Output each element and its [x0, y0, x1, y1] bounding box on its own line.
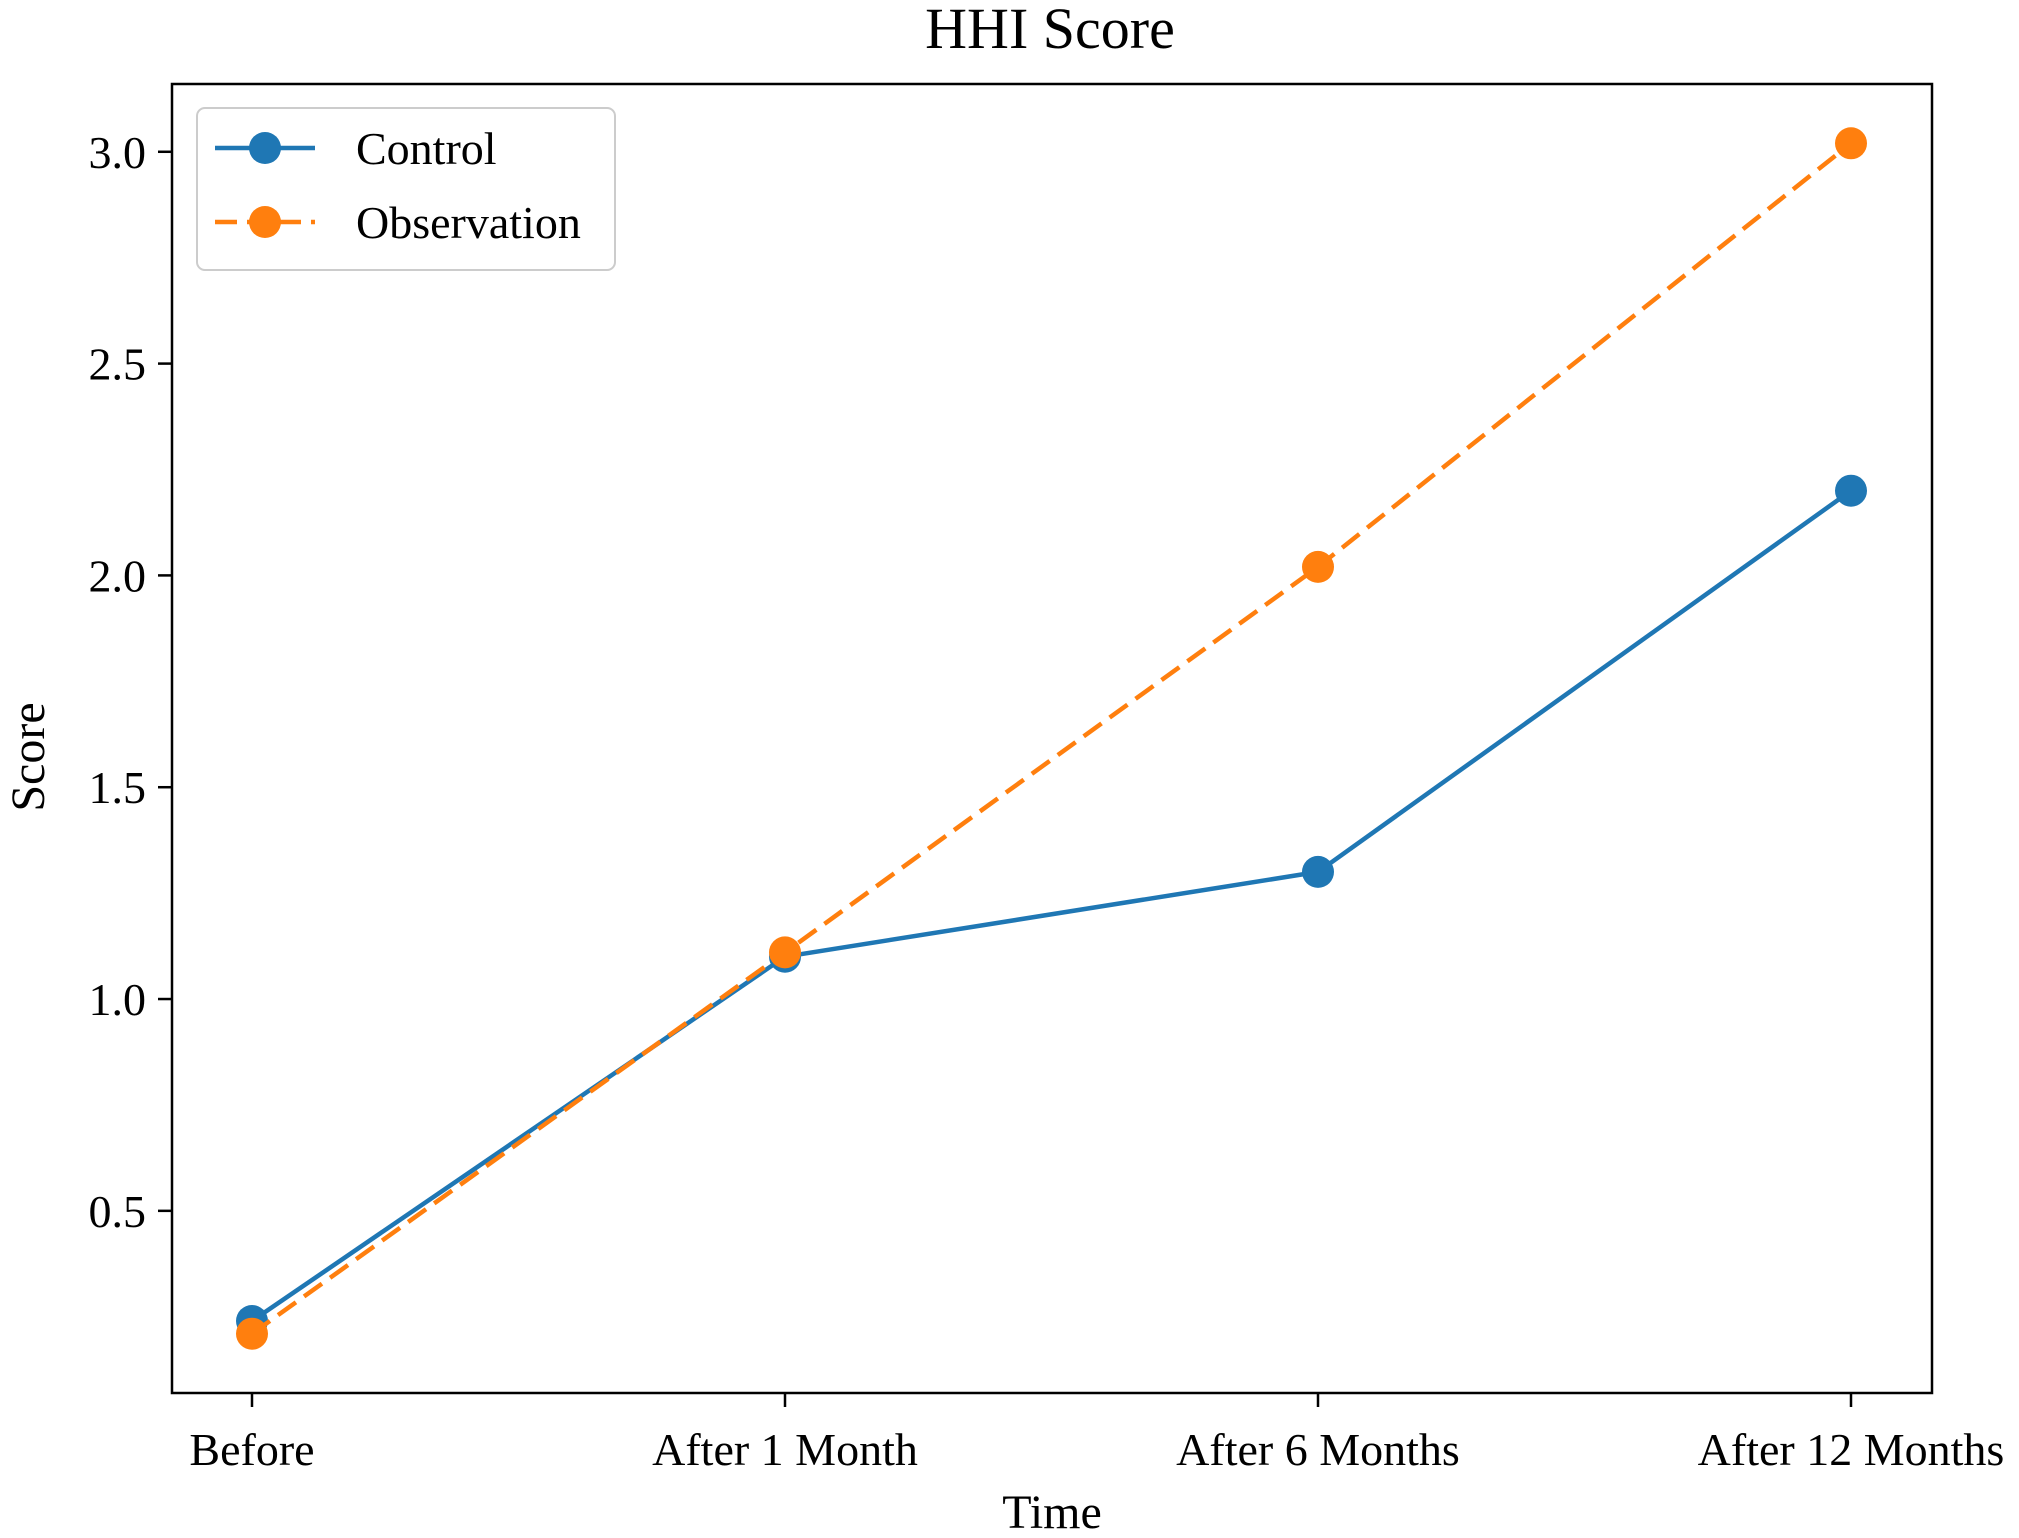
data-point-observation [1302, 550, 1334, 583]
legend-item-control: Control [215, 123, 497, 174]
y-axis-label: Score [2, 702, 55, 811]
y-tick-label: 2.0 [89, 550, 147, 601]
data-point-control [1835, 474, 1867, 507]
y-tick-label: 2.5 [89, 339, 147, 390]
y-tick-label: 1.0 [89, 974, 147, 1025]
y-tick-label: 1.5 [89, 762, 147, 813]
x-tick-label: After 6 Months [1176, 1424, 1460, 1475]
data-point-observation [236, 1317, 268, 1350]
legend-label-observation: Observation [356, 197, 581, 248]
y-tick-label: 3.0 [89, 127, 147, 178]
legend-marker-control [249, 132, 281, 164]
y-tick-label: 0.5 [89, 1186, 147, 1237]
x-axis-label: Time [1002, 1486, 1102, 1538]
legend-item-observation: Observation [215, 197, 581, 248]
data-point-observation [769, 936, 801, 969]
data-point-control [1302, 855, 1334, 888]
x-tick-label: Before [189, 1424, 314, 1475]
plot-area-frame [170, 82, 1934, 1395]
chart-title: HHI Score [925, 0, 1175, 61]
data-point-observation [1835, 127, 1867, 160]
x-tick-label: After 12 Months [1698, 1424, 2005, 1475]
series-line-observation [250, 141, 1853, 1336]
series-observation [236, 127, 1867, 1350]
legend-label-control: Control [356, 123, 497, 174]
x-tick-label: After 1 Month [652, 1424, 918, 1475]
legend-marker-observation [249, 206, 281, 238]
series-control [236, 474, 1867, 1337]
series-layer [236, 127, 1867, 1350]
legend: Control Observation [196, 107, 616, 271]
tick-layer: Before After 1 Month After 6 Months After 1… [89, 127, 2005, 1475]
series-line-control [250, 488, 1853, 1323]
